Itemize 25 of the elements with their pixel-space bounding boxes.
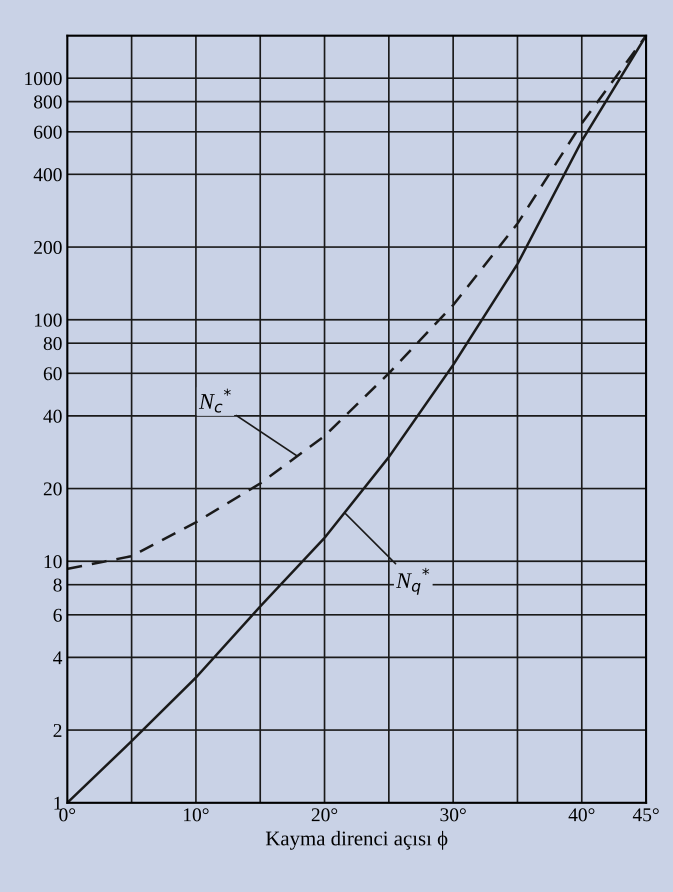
y-tick-label: 8 <box>53 578 62 592</box>
x-tick-label: 30° <box>440 808 466 822</box>
x-tick-label: 10° <box>184 808 209 822</box>
y-tick-label: 1000 <box>25 72 62 86</box>
annotation: N$_{q}$$^{*}$ <box>396 568 430 595</box>
y-tick-label: 10 <box>44 555 62 568</box>
y-tick-label: 60 <box>44 367 62 380</box>
y-tick-label: 800 <box>34 95 62 109</box>
y-tick-label: 600 <box>34 126 62 139</box>
y-tick-label: 200 <box>34 240 62 254</box>
y-tick-label: 100 <box>34 314 62 327</box>
y-tick-label: 80 <box>44 336 62 350</box>
annotation: N$_{c}$$^{*}$ <box>198 388 231 413</box>
x-tick-label: 0° <box>59 808 76 822</box>
y-tick-label: 40 <box>43 410 62 423</box>
x-tick-label: 45° <box>632 808 659 822</box>
x-tick-label: 40° <box>568 808 594 822</box>
y-tick-label: 6 <box>54 608 62 622</box>
y-tick-label: 1 <box>54 796 62 810</box>
y-tick-label: 4 <box>53 651 62 664</box>
x-axis-title: Kayma direnci açısı ϕ <box>266 830 448 850</box>
y-tick-label: 20 <box>44 482 62 496</box>
x-tick-label: 20° <box>312 808 338 822</box>
y-tick-label: 2 <box>54 724 62 737</box>
y-tick-label: 400 <box>34 168 62 182</box>
